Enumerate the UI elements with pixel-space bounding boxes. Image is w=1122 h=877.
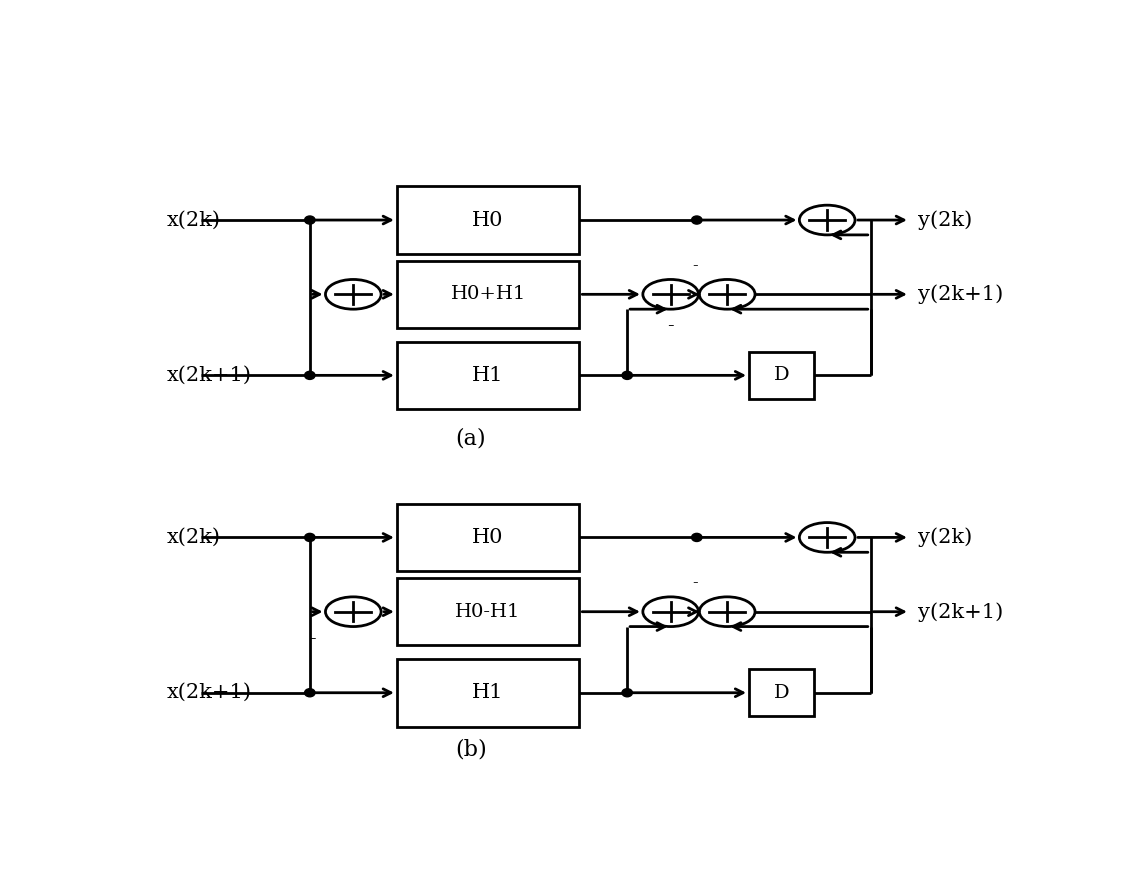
Text: H0: H0 xyxy=(472,210,504,230)
Bar xyxy=(397,578,579,645)
Circle shape xyxy=(622,371,633,380)
Text: H0-H1: H0-H1 xyxy=(456,602,521,621)
Text: -: - xyxy=(668,317,674,335)
Bar xyxy=(749,352,815,399)
Text: H0+H1: H0+H1 xyxy=(450,285,526,303)
Text: y(2k+1): y(2k+1) xyxy=(919,602,1004,622)
Circle shape xyxy=(304,533,315,541)
Text: x(2k): x(2k) xyxy=(166,210,220,230)
Text: D: D xyxy=(774,684,790,702)
Text: y(2k+1): y(2k+1) xyxy=(919,284,1004,304)
Circle shape xyxy=(304,371,315,380)
Bar xyxy=(749,669,815,717)
Text: x(2k+1): x(2k+1) xyxy=(166,683,251,702)
Bar xyxy=(397,659,579,726)
Text: -: - xyxy=(692,574,698,591)
Text: -: - xyxy=(309,630,315,648)
Text: -: - xyxy=(692,257,698,274)
Text: D: D xyxy=(774,367,790,384)
Bar xyxy=(397,342,579,410)
Text: x(2k+1): x(2k+1) xyxy=(166,366,251,385)
Bar xyxy=(397,186,579,253)
Text: y(2k): y(2k) xyxy=(919,210,973,230)
Text: H1: H1 xyxy=(472,366,504,385)
Circle shape xyxy=(691,533,702,541)
Circle shape xyxy=(691,216,702,225)
Bar xyxy=(397,260,579,328)
Circle shape xyxy=(304,688,315,697)
Circle shape xyxy=(622,688,633,697)
Text: H1: H1 xyxy=(472,683,504,702)
Text: (a): (a) xyxy=(456,428,486,450)
Text: H0: H0 xyxy=(472,528,504,547)
Bar xyxy=(397,503,579,571)
Text: (b): (b) xyxy=(454,738,487,760)
Text: -: - xyxy=(626,602,633,621)
Circle shape xyxy=(304,216,315,225)
Text: x(2k): x(2k) xyxy=(166,528,220,547)
Text: y(2k): y(2k) xyxy=(919,528,973,547)
